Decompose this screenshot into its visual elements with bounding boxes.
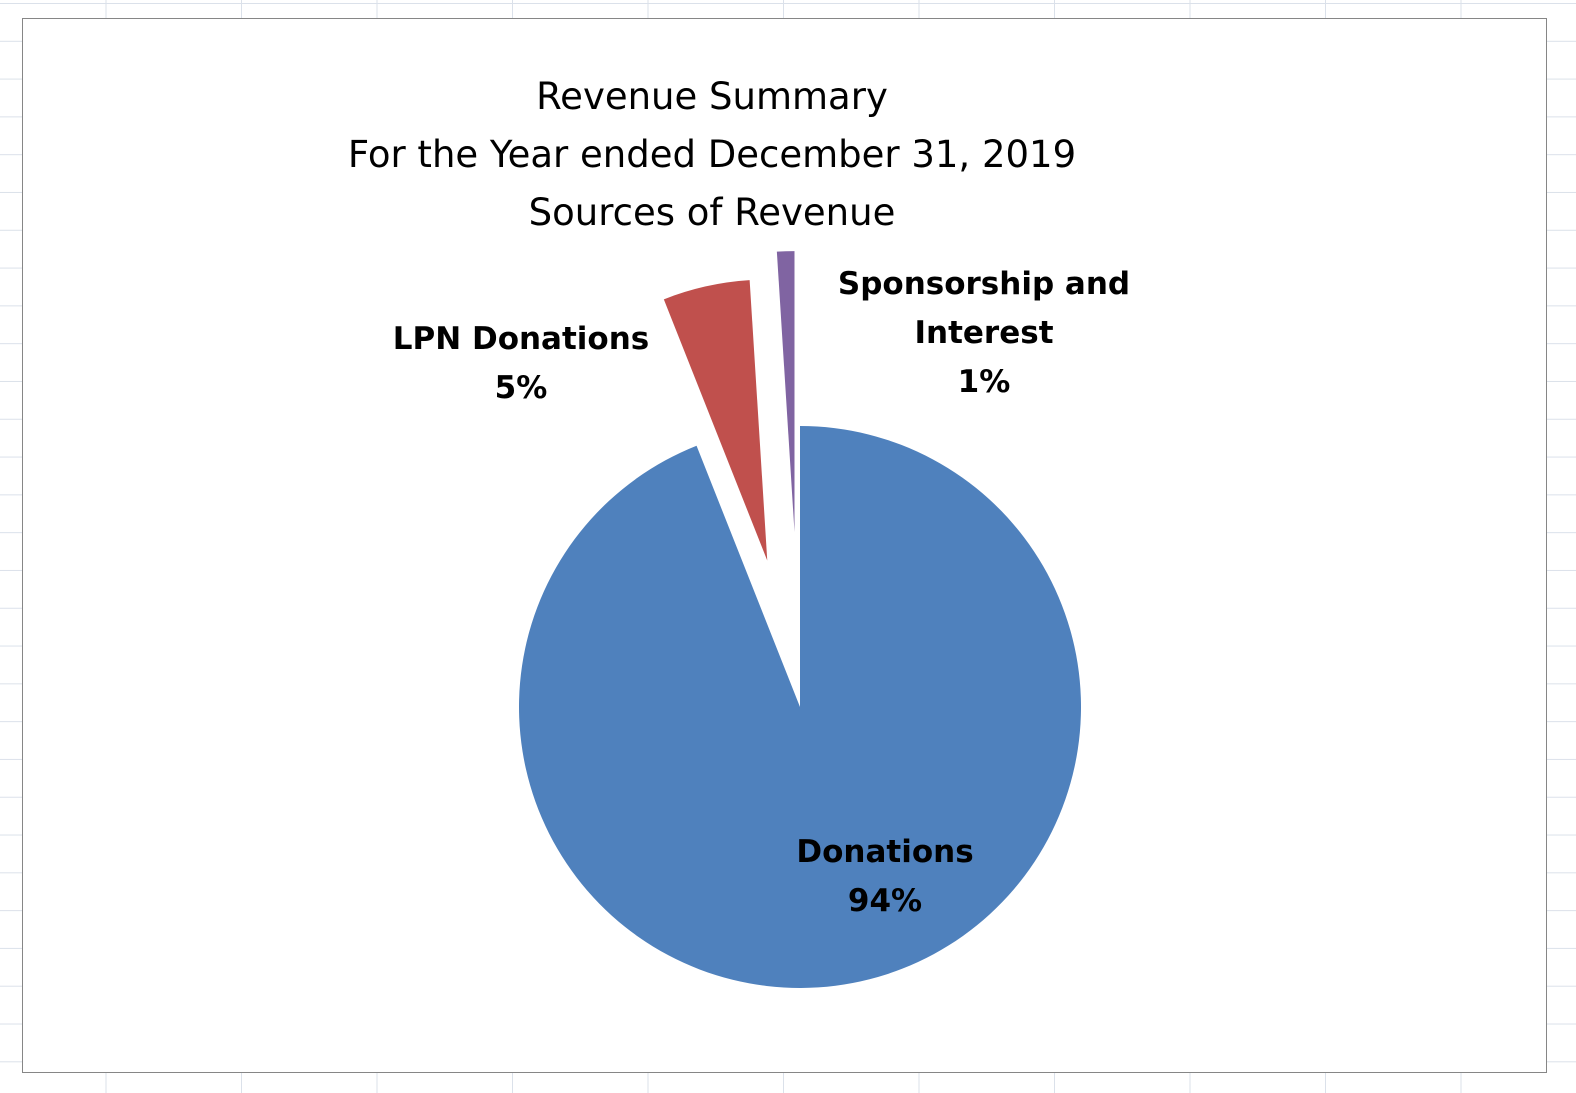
chart-title-line-3: Sources of Revenue (528, 191, 896, 234)
slice-label-line: Donations (796, 834, 973, 870)
slice-label-line: Sponsorship and (838, 266, 1130, 302)
pie-slice-lpn-donations[interactable] (663, 280, 768, 561)
slice-label-line: 1% (958, 364, 1011, 400)
chart-title-line-2: For the Year ended December 31, 2019 (347, 133, 1077, 176)
slice-label-line: LPN Donations (393, 321, 650, 357)
slice-label-sponsorship-and-interest: Sponsorship and Interest 1% (838, 266, 1130, 400)
pie-slice-sponsorship-and-interest[interactable] (776, 251, 795, 533)
pie-slice-donations[interactable] (519, 426, 1081, 989)
slice-label-line: 94% (848, 883, 922, 919)
slice-label-lpn-donations: LPN Donations 5% (393, 321, 650, 406)
slice-label-line: Interest (914, 315, 1053, 351)
chart-title: Revenue Summary For the Year ended Decem… (22, 68, 1402, 242)
pie-slices (519, 251, 1081, 989)
slice-labels: Donations 94% LPN Donations 5% Sponsorship a… (393, 266, 1130, 919)
slice-label-donations: Donations 94% (796, 834, 973, 919)
slice-label-line: 5% (495, 370, 548, 406)
chart-title-line-1: Revenue Summary (536, 75, 888, 118)
